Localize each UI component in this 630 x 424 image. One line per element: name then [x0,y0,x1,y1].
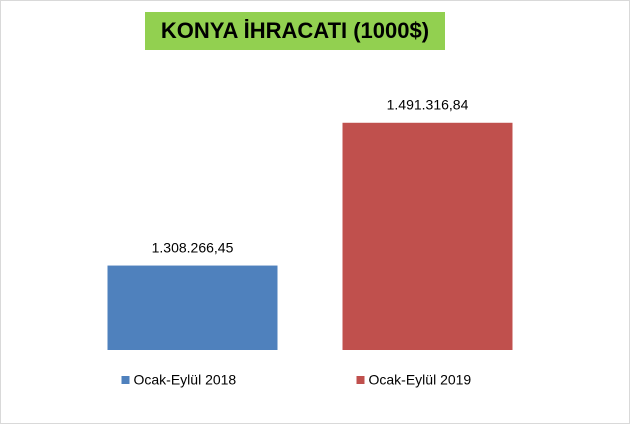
legend-label: Ocak-Eylül 2018 [134,372,237,388]
value-label: 1.308.266,45 [152,239,234,255]
legend-label: Ocak-Eylül 2019 [369,372,472,388]
legend-swatch [121,376,130,384]
bar [107,265,278,350]
title-box [145,12,445,50]
value-label: 1.491.316,84 [387,96,469,112]
legend-swatch [356,376,365,384]
bar [342,122,513,351]
chart-title: KONYA İHRACATI (1000$) [161,18,429,43]
